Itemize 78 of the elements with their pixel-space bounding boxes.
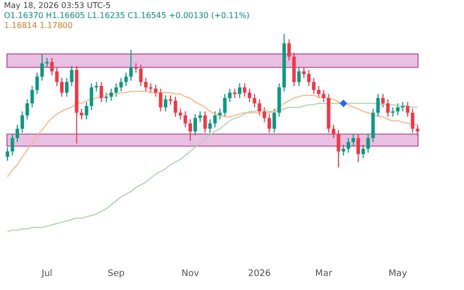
- candlestick: [322, 90, 326, 103]
- x-tick-label: Nov: [181, 268, 200, 279]
- candlestick: [90, 82, 94, 111]
- candlestick: [124, 72, 128, 87]
- candlestick: [154, 84, 158, 98]
- candlestick: [104, 92, 108, 103]
- candlestick: [60, 78, 64, 98]
- candlestick: [332, 124, 336, 139]
- candlestick: [208, 118, 212, 134]
- candlestick: [144, 78, 148, 92]
- candlestick: [198, 110, 202, 123]
- candlestick: [178, 108, 182, 120]
- candlestick: [307, 69, 311, 87]
- candlestick: [400, 102, 404, 112]
- candlestick: [416, 124, 420, 136]
- candlestick: [287, 38, 291, 62]
- candlestick: [6, 146, 10, 162]
- candlestick: [114, 82, 118, 98]
- candlestick: [193, 114, 197, 136]
- candlestick: [356, 134, 360, 163]
- candlestick: [238, 82, 242, 99]
- candlestick: [228, 88, 232, 103]
- candlestick: [406, 102, 410, 118]
- candlestick: [366, 134, 370, 154]
- candlestick: [184, 110, 188, 128]
- candlestick: [50, 57, 54, 76]
- candlestick: [80, 108, 84, 120]
- x-tick-label: 2026: [248, 268, 272, 279]
- candlestick: [218, 108, 222, 120]
- candlestick: [302, 66, 306, 79]
- candlestick: [164, 94, 168, 112]
- candlestick: [258, 98, 262, 116]
- text: 1.16814 1.17800: [4, 21, 73, 30]
- candlestick: [242, 82, 246, 98]
- candlestick: [188, 118, 192, 142]
- x-tick-label: Mar: [315, 268, 332, 279]
- candlestick: [410, 108, 414, 134]
- candlestick: [223, 94, 227, 118]
- text: May 18, 2026 03:53 UTC-5: [4, 1, 111, 10]
- candlestick: [174, 96, 178, 118]
- candlestick: [272, 108, 276, 134]
- candlestick: [396, 102, 400, 116]
- candlestick: [109, 88, 113, 102]
- candlestick: [213, 110, 217, 128]
- candlestick: [26, 98, 29, 120]
- candlestick: [100, 82, 104, 103]
- candlestick: [139, 64, 143, 87]
- candlestick: [248, 88, 252, 103]
- candlestick: [268, 114, 272, 134]
- candlestick: [55, 66, 59, 87]
- candlestick: [30, 86, 34, 108]
- candlestick: [361, 144, 365, 159]
- candlestick: [233, 88, 236, 99]
- candlestick: [262, 106, 266, 123]
- candlestick: [70, 65, 74, 87]
- text: O1.16370 H1.16605 L1.16235 C1.16545 +0.00130 (+0.11%): [4, 11, 250, 20]
- candlestick: [381, 94, 385, 108]
- candlestick: [35, 72, 39, 95]
- candlestick: [346, 138, 350, 154]
- candlestick: [65, 78, 68, 98]
- x-tick-label: May: [388, 268, 408, 279]
- candlestick: [94, 82, 98, 92]
- candlestick: [20, 110, 24, 134]
- candlestick: [10, 134, 14, 156]
- candlestick: [40, 53, 44, 82]
- candlestick: [203, 110, 207, 134]
- candlestick: [352, 134, 356, 147]
- x-tick-label: Jul: [40, 268, 52, 279]
- candlestick: [158, 88, 162, 112]
- candlestick: [342, 144, 346, 156]
- candlestick: [297, 66, 301, 87]
- candlestick: [119, 78, 123, 92]
- x-tick-label: Sep: [108, 268, 125, 279]
- candlestick: [45, 57, 49, 68]
- candlestick: [386, 98, 390, 118]
- candlestick: [16, 124, 20, 143]
- candlestick: [316, 86, 320, 99]
- candlestick: [312, 78, 316, 95]
